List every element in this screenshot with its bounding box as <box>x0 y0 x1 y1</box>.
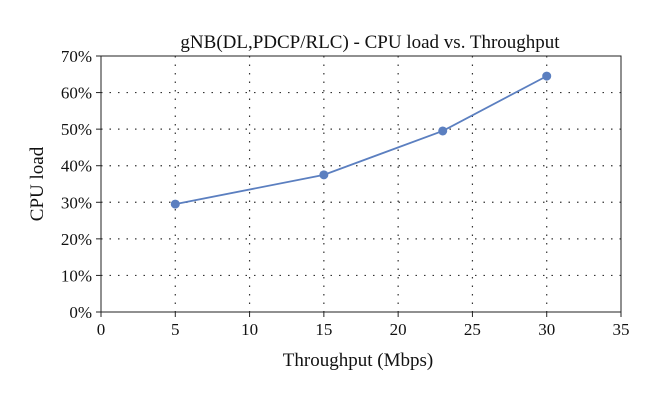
y-tick-label: 70% <box>61 47 92 66</box>
plot-area-frame <box>100 55 622 313</box>
x-tick-label: 10 <box>241 320 258 339</box>
x-tick-label: 0 <box>97 320 106 339</box>
y-tick-label: 20% <box>61 230 92 249</box>
series-line <box>175 75 548 205</box>
x-tick-label: 35 <box>613 320 630 339</box>
x-tick-label: 5 <box>171 320 180 339</box>
y-axis-ticks: 0% 10% 20% 30% 40% 50% 60% 70% <box>61 47 101 322</box>
x-tick-label: 15 <box>315 320 332 339</box>
x-axis-label: Throughput (Mbps) <box>283 350 433 371</box>
data-point <box>170 199 180 209</box>
data-point <box>319 170 329 180</box>
y-tick-label: 10% <box>61 266 92 285</box>
y-tick-label: 0% <box>69 303 92 322</box>
x-axis-ticks: 0 5 10 15 20 25 30 35 <box>97 312 630 339</box>
y-tick-label: 40% <box>61 157 92 176</box>
x-tick-label: 20 <box>390 320 407 339</box>
x-tick-label: 25 <box>464 320 481 339</box>
y-tick-label: 60% <box>61 84 92 103</box>
chart-title: gNB(DL,PDCP/RLC) - CPU load vs. Throughp… <box>180 32 560 53</box>
x-tick-label: 30 <box>538 320 555 339</box>
y-tick-label: 30% <box>61 193 92 212</box>
series-layer <box>170 71 552 209</box>
y-tick-label: 50% <box>61 120 92 139</box>
data-point <box>542 71 552 81</box>
y-axis-label: CPU load <box>27 146 48 221</box>
data-point <box>438 126 448 136</box>
grid-lines <box>101 56 621 312</box>
